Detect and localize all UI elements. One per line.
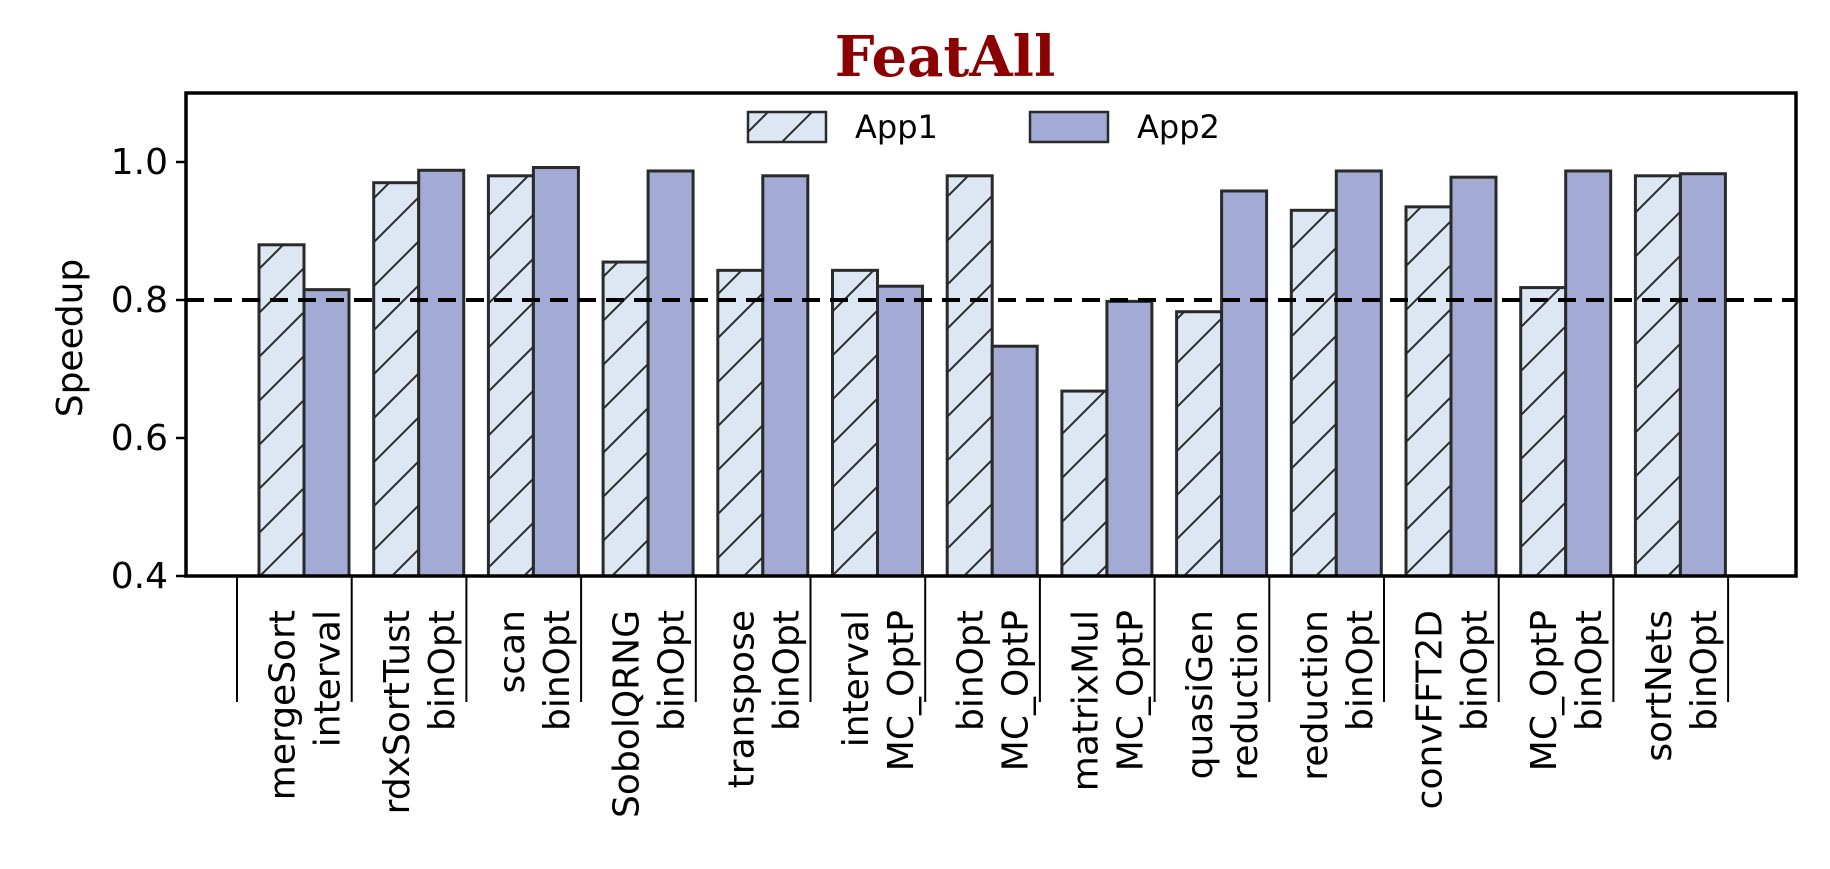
x-tick-label: binOpt <box>537 610 578 731</box>
x-tick-label: MC_OptP <box>996 610 1037 771</box>
x-tick-label: convFFT2D <box>1410 610 1451 809</box>
x-tick-label: binOpt <box>652 610 693 731</box>
bar-app2-0 <box>302 288 351 578</box>
x-tick-label: sortNets <box>1639 610 1680 762</box>
x-tick-label: binOpt <box>951 610 992 731</box>
x-tick-label: MC_OptP <box>881 610 922 771</box>
bar-app2-9 <box>1334 169 1383 578</box>
bar-app2-2 <box>531 166 580 578</box>
x-tick-label: interval <box>836 610 877 747</box>
y-tick-label: 0.8 <box>111 280 168 321</box>
bar-hatch-1 <box>373 182 419 576</box>
bar-app2-6 <box>990 344 1039 578</box>
legend-label-app1: App1 <box>855 108 938 146</box>
x-tick-label: SobolQRNG <box>607 610 648 818</box>
x-tick-label: binOpt <box>766 610 807 731</box>
bar-app2-1 <box>417 168 466 578</box>
x-tick-label: binOpt <box>1455 610 1496 731</box>
bar-app2-7 <box>1105 299 1154 578</box>
bar-app2-11 <box>1564 169 1613 578</box>
legend-label-app2: App2 <box>1137 108 1220 146</box>
bar-hatch-12 <box>1635 175 1681 577</box>
bar-hatch-2 <box>488 175 534 577</box>
bar-app2-4 <box>761 174 810 578</box>
x-tick-label: transpose <box>721 610 762 788</box>
legend: App1 App2 <box>746 108 1220 146</box>
bar-app2-5 <box>876 284 924 578</box>
bar-hatch-3 <box>603 262 649 576</box>
plot-frame <box>184 91 1798 578</box>
x-tick-label: binOpt <box>1684 610 1725 731</box>
legend-swatch-hatch <box>748 112 826 142</box>
x-tick-label: reduction <box>1295 610 1336 781</box>
bar-app2-10 <box>1449 175 1498 578</box>
x-tick-label: binOpt <box>1569 610 1610 731</box>
bar-hatch-4 <box>717 270 763 576</box>
x-tick-label: matrixMul <box>1065 610 1106 791</box>
y-tick-label: 0.6 <box>111 418 168 459</box>
bar-hatch-5 <box>832 270 878 576</box>
bar-hatch-9 <box>1291 210 1337 577</box>
x-tick-label: interval <box>308 610 349 747</box>
x-tick-label: mergeSort <box>263 610 304 800</box>
bars-layer <box>257 166 1727 578</box>
y-tick-label: 0.4 <box>111 556 168 597</box>
bar-app2-3 <box>646 169 695 578</box>
bar-hatch-7 <box>1061 391 1107 576</box>
x-tick-label: binOpt <box>1340 610 1381 731</box>
x-tick-label: reduction <box>1225 610 1266 781</box>
bar-app2-12 <box>1678 172 1727 578</box>
legend-swatch-app2 <box>1028 110 1110 144</box>
y-axis-label: Speedup <box>50 259 91 418</box>
y-tick-label: 1.0 <box>111 142 168 183</box>
bar-hatch-8 <box>1176 311 1222 576</box>
x-tick-label: rdxSortTust <box>377 610 418 814</box>
x-tick-label: quasiGen <box>1180 610 1221 779</box>
bar-hatch-10 <box>1406 206 1451 576</box>
bar-app2-8 <box>1220 189 1269 578</box>
bar-hatch-6 <box>947 175 993 577</box>
bar-hatch-11 <box>1520 287 1566 576</box>
x-tick-label: binOpt <box>422 610 463 731</box>
x-tick-label: MC_OptP <box>1110 610 1151 771</box>
chart-title: FeatAll <box>835 24 1055 90</box>
x-tick-label: scan <box>492 610 533 693</box>
x-tick-label: MC_OptP <box>1524 610 1565 771</box>
bar-hatch-0 <box>259 244 304 577</box>
